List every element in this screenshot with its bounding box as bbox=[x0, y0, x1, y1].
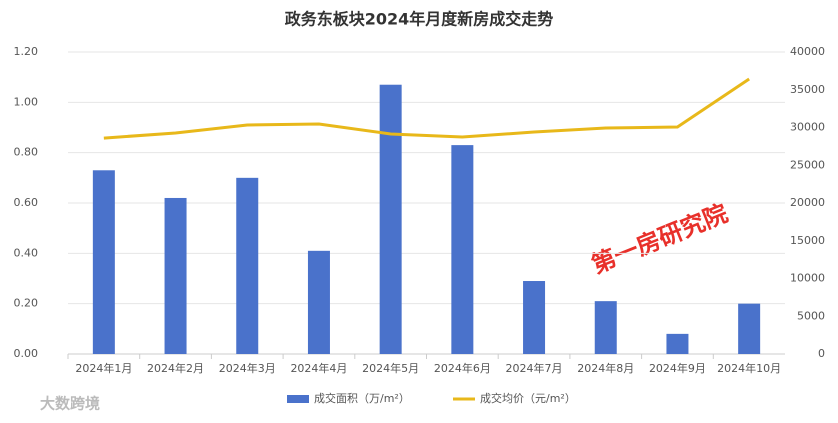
x-tick-label: 2024年4月 bbox=[290, 361, 347, 375]
y-tick-label: 1.00 bbox=[14, 95, 39, 108]
legend-label: 成交面积（万/m²） bbox=[314, 391, 410, 405]
bar bbox=[164, 197, 187, 354]
y-tick-label: 0.60 bbox=[14, 196, 39, 209]
chart-title: 政务东板块2024年月度新房成交走势 bbox=[285, 10, 554, 29]
watermark: 第一房研究院 bbox=[588, 199, 732, 279]
y2-tick-label: 25000 bbox=[790, 158, 825, 171]
line bbox=[103, 77, 750, 140]
x-tick-label: 2024年2月 bbox=[147, 361, 204, 375]
x-tick-label: 2024年9月 bbox=[649, 361, 706, 375]
y2-tick-label: 15000 bbox=[790, 234, 825, 247]
y-tick-label: 1.20 bbox=[14, 45, 39, 58]
y2-tick-label: 40000 bbox=[790, 45, 825, 58]
x-tick-label: 2024年1月 bbox=[75, 361, 132, 375]
x-tick-label: 2024年10月 bbox=[717, 361, 781, 375]
bar bbox=[451, 145, 474, 354]
bar bbox=[738, 303, 761, 354]
x-tick-label: 2024年6月 bbox=[434, 361, 491, 375]
legend-swatch bbox=[287, 395, 309, 403]
y2-tick-label: 0 bbox=[818, 347, 825, 360]
x-tick-label: 2024年3月 bbox=[219, 361, 276, 375]
bar bbox=[523, 281, 546, 354]
y2-tick-label: 35000 bbox=[790, 83, 825, 96]
bar bbox=[307, 250, 330, 354]
y-tick-label: 0.80 bbox=[14, 146, 39, 159]
x-tick-label: 2024年5月 bbox=[362, 361, 419, 375]
y2-tick-label: 20000 bbox=[790, 196, 825, 209]
bar bbox=[666, 333, 689, 354]
source-logo: 大数跨境 bbox=[40, 395, 100, 413]
y-tick-label: 0.20 bbox=[14, 297, 39, 310]
y-tick-label: 0.40 bbox=[14, 246, 39, 259]
y2-tick-label: 10000 bbox=[790, 272, 825, 285]
bar bbox=[92, 170, 115, 354]
y2-tick-label: 5000 bbox=[797, 309, 825, 322]
bar bbox=[236, 177, 259, 354]
y-tick-label: 0.00 bbox=[14, 347, 39, 360]
bar bbox=[379, 84, 402, 354]
x-tick-label: 2024年7月 bbox=[506, 361, 563, 375]
legend-label: 成交均价（元/m²） bbox=[480, 391, 576, 405]
y2-tick-label: 30000 bbox=[790, 121, 825, 134]
x-tick-label: 2024年8月 bbox=[577, 361, 634, 375]
bar bbox=[594, 301, 617, 354]
